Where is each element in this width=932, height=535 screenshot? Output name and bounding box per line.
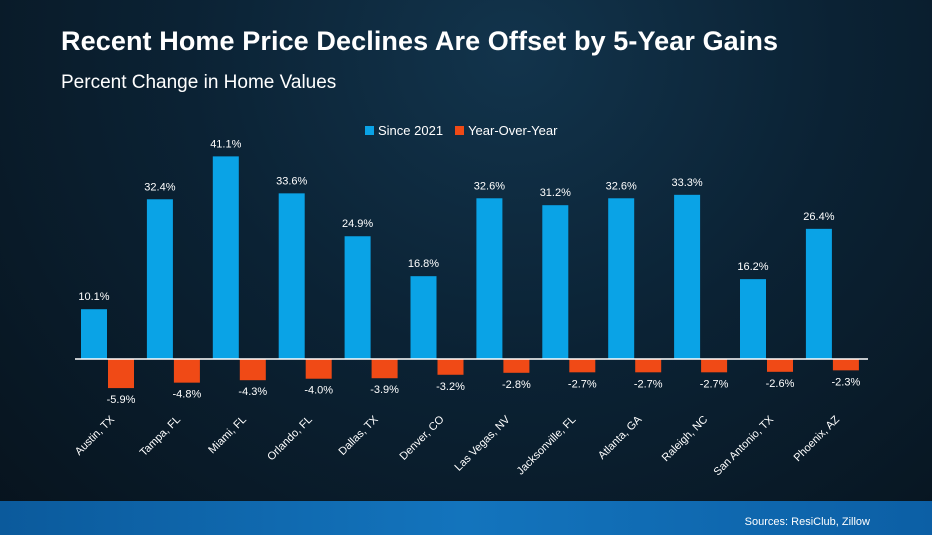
legend-swatch-year-over-year xyxy=(455,125,465,135)
bar-chart: 10.1% -5.9% Austin, TX 32.4% -4.8% Tampa, FL 4… xyxy=(73,138,861,478)
category-label-san-antonio-tx: San Antonio, TX xyxy=(712,413,777,478)
bar-year-over-year-san-antonio-tx xyxy=(767,359,793,372)
data-label-since-2021-las-vegas-nv: 32.6% xyxy=(474,180,505,192)
category-label-austin-tx: Austin, TX xyxy=(73,413,118,458)
data-label-since-2021-san-antonio-tx: 16.2% xyxy=(737,261,768,273)
bar-since-2021-san-antonio-tx xyxy=(740,279,766,359)
bar-since-2021-austin-tx xyxy=(81,309,107,359)
bar-year-over-year-miami-fl xyxy=(239,359,266,381)
chart-subtitle: Percent Change in Home Values xyxy=(61,72,337,93)
data-label-year-over-year-austin-tx: -5.9% xyxy=(107,394,136,406)
data-label-since-2021-raleigh-nc: 33.3% xyxy=(671,177,702,189)
data-label-year-over-year-raleigh-nc: -2.7% xyxy=(700,378,729,390)
bar-year-over-year-tampa-fl xyxy=(173,359,200,383)
legend-swatch-since-2021 xyxy=(365,125,374,135)
data-label-year-over-year-las-vegas-nv: -2.8% xyxy=(502,379,531,391)
bar-since-2021-denver-co xyxy=(410,276,437,359)
bar-year-over-year-raleigh-nc xyxy=(701,359,728,373)
bar-year-over-year-jacksonville-fl xyxy=(569,359,596,373)
bar-since-2021-las-vegas-nv xyxy=(476,198,503,359)
bar-year-over-year-phoenix-az xyxy=(832,359,859,371)
data-label-since-2021-miami-fl: 41.1% xyxy=(210,138,241,150)
category-label-las-vegas-nv: Las Vegas, NV xyxy=(453,413,513,473)
legend-item-year-over-year: Year-Over-Year xyxy=(455,123,557,138)
data-label-since-2021-tampa-fl: 32.4% xyxy=(144,181,175,193)
data-label-year-over-year-denver-co: -3.2% xyxy=(436,381,465,393)
category-label-orlando-fl: Orlando, FL xyxy=(265,414,315,464)
data-label-since-2021-austin-tx: 10.1% xyxy=(78,291,109,303)
data-label-year-over-year-san-antonio-tx: -2.6% xyxy=(766,378,795,390)
category-label-jacksonville-fl: Jacksonville, FL xyxy=(515,414,579,478)
data-label-year-over-year-jacksonville-fl: -2.7% xyxy=(568,378,597,390)
data-label-year-over-year-atlanta-ga: -2.7% xyxy=(634,378,663,390)
bar-year-over-year-denver-co xyxy=(437,359,464,375)
data-label-since-2021-dallas-tx: 24.9% xyxy=(342,218,373,230)
bar-since-2021-atlanta-ga xyxy=(608,198,635,359)
data-label-year-over-year-tampa-fl: -4.8% xyxy=(173,389,202,401)
category-label-raleigh-nc: Raleigh, NC xyxy=(660,414,710,464)
legend: Since 2021 Year-Over-Year xyxy=(365,122,569,138)
data-label-year-over-year-orlando-fl: -4.0% xyxy=(304,385,333,397)
bar-year-over-year-austin-tx xyxy=(108,359,134,389)
footer-bar: Sources: ResiClub, Zillow xyxy=(0,501,932,535)
chart-title: Recent Home Price Declines Are Offset by… xyxy=(61,26,779,56)
bar-since-2021-raleigh-nc xyxy=(674,194,701,359)
bar-year-over-year-orlando-fl xyxy=(305,359,332,379)
source-note: Sources: ResiClub, Zillow xyxy=(744,516,870,528)
legend-item-since-2021: Since 2021 xyxy=(365,123,443,138)
data-label-since-2021-atlanta-ga: 32.6% xyxy=(606,180,637,192)
data-label-year-over-year-phoenix-az: -2.3% xyxy=(832,376,861,388)
category-label-atlanta-ga: Atlanta, GA xyxy=(596,413,645,462)
bar-since-2021-miami-fl xyxy=(212,156,239,359)
bar-since-2021-dallas-tx xyxy=(344,236,371,359)
legend-label-since-2021: Since 2021 xyxy=(378,122,444,138)
data-label-year-over-year-miami-fl: -4.3% xyxy=(238,386,267,398)
category-label-miami-fl: Miami, FL xyxy=(206,414,249,457)
legend-label-year-over-year: Year-Over-Year xyxy=(468,122,558,138)
bar-year-over-year-dallas-tx xyxy=(371,359,398,379)
data-label-since-2021-jacksonville-fl: 31.2% xyxy=(540,187,571,199)
bar-since-2021-jacksonville-fl xyxy=(542,205,569,359)
data-label-year-over-year-dallas-tx: -3.9% xyxy=(370,384,399,396)
bar-since-2021-phoenix-az xyxy=(805,228,832,359)
bar-year-over-year-atlanta-ga xyxy=(635,359,662,373)
data-label-since-2021-phoenix-az: 26.4% xyxy=(803,211,834,223)
data-label-since-2021-denver-co: 16.8% xyxy=(408,258,439,270)
category-label-dallas-tx: Dallas, TX xyxy=(336,413,381,458)
data-label-since-2021-orlando-fl: 33.6% xyxy=(276,175,307,187)
category-label-denver-co: Denver, CO xyxy=(397,413,446,462)
bar-since-2021-tampa-fl xyxy=(146,199,173,359)
bar-year-over-year-las-vegas-nv xyxy=(503,359,530,373)
category-label-phoenix-az: Phoenix, AZ xyxy=(792,413,843,464)
bar-since-2021-orlando-fl xyxy=(278,193,305,359)
category-label-tampa-fl: Tampa, FL xyxy=(138,414,183,459)
